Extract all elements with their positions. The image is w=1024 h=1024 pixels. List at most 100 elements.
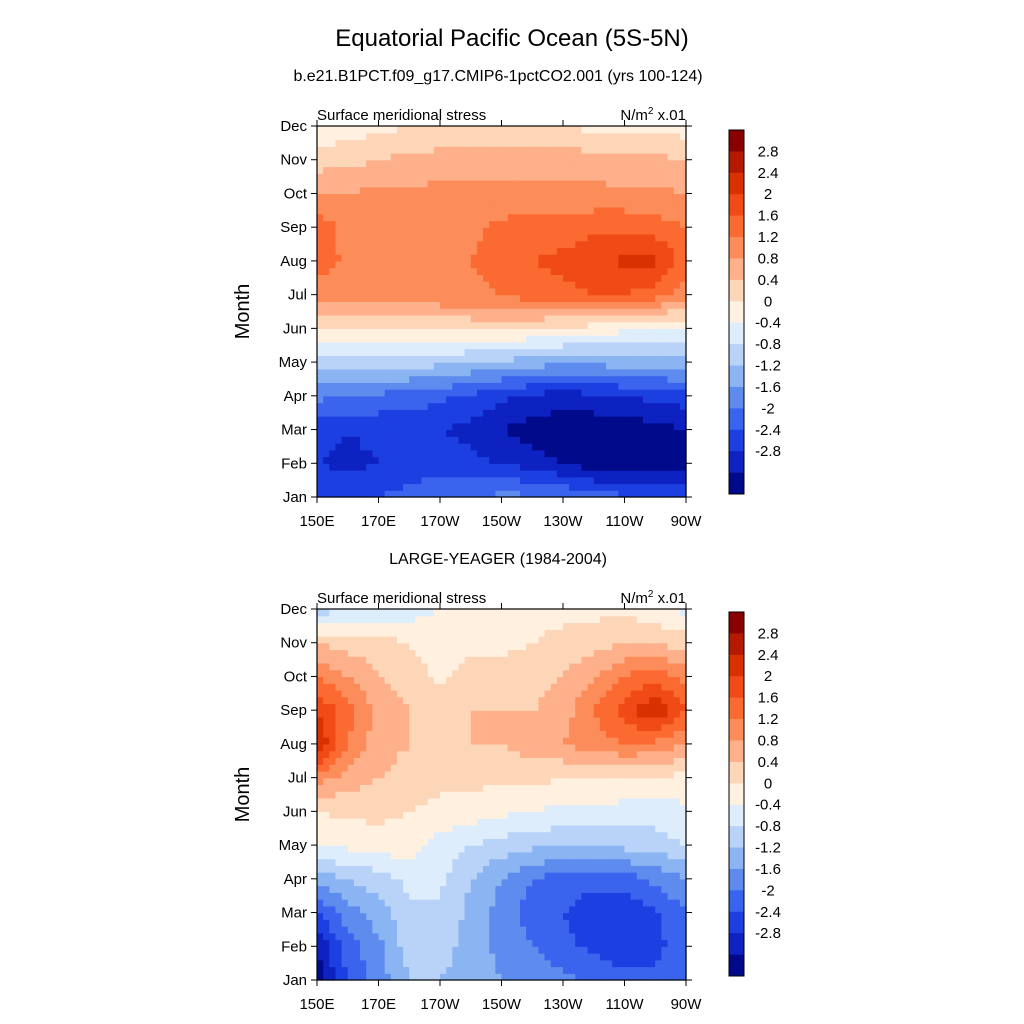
heatmap-cell — [409, 878, 416, 887]
heatmap-cell — [415, 797, 423, 806]
heatmap-cell — [612, 919, 619, 927]
heatmap-cell — [464, 146, 472, 154]
heatmap-cell — [378, 146, 386, 154]
heatmap-cell — [390, 328, 398, 336]
heatmap-cell — [550, 301, 558, 309]
heatmap-cell — [532, 254, 539, 262]
heatmap-cell — [649, 953, 656, 961]
heatmap-cell — [458, 456, 466, 464]
heatmap-cell — [341, 166, 349, 174]
heatmap-cell — [440, 395, 447, 404]
heatmap-cell — [464, 409, 472, 417]
heatmap-cell — [655, 233, 662, 242]
heatmap-cell — [655, 227, 662, 235]
heatmap-cell — [649, 206, 656, 215]
heatmap-cell — [569, 436, 576, 444]
heatmap-cell — [538, 905, 546, 914]
heatmap-cell — [396, 449, 404, 458]
heatmap-cell — [323, 919, 330, 927]
heatmap-cell — [599, 179, 607, 188]
heatmap-cell — [440, 368, 447, 377]
heatmap-cell — [563, 912, 570, 920]
heatmap-cell — [587, 416, 595, 424]
heatmap-cell — [341, 139, 349, 147]
heatmap-cell — [360, 422, 367, 431]
heatmap-cell — [513, 939, 521, 947]
heatmap-cell — [483, 274, 490, 282]
heatmap-cell — [563, 865, 570, 873]
heatmap-cell — [483, 838, 490, 846]
heatmap-cell — [673, 368, 681, 377]
heatmap-cell — [581, 885, 589, 893]
heatmap-cell — [347, 233, 355, 242]
heatmap-cell — [335, 476, 343, 485]
heatmap-cell — [329, 429, 337, 437]
heatmap-cell — [329, 301, 337, 309]
heatmap-cell — [384, 797, 392, 806]
heatmap-cell — [483, 159, 490, 168]
heatmap-cell — [366, 233, 373, 242]
heatmap-cell — [452, 152, 460, 161]
heatmap-cell — [384, 382, 392, 390]
heatmap-cell — [323, 865, 330, 873]
heatmap-cell — [464, 831, 472, 839]
heatmap-cell — [575, 274, 583, 282]
heatmap-cell — [673, 321, 681, 329]
heatmap-cell — [427, 845, 435, 853]
heatmap-cell — [636, 463, 644, 471]
heatmap-cell — [427, 436, 435, 444]
heatmap-cell — [476, 463, 484, 471]
heatmap-cell — [446, 919, 453, 927]
heatmap-cell — [403, 301, 410, 309]
heatmap-cell — [360, 267, 367, 275]
heatmap-cell — [532, 449, 539, 458]
heatmap-cell — [464, 483, 472, 491]
y-tick-label: Sep — [280, 219, 307, 236]
heatmap-cell — [396, 912, 404, 920]
heatmap-cell — [489, 375, 496, 383]
heatmap-cell — [378, 872, 386, 880]
heatmap-cell — [483, 173, 490, 181]
heatmap-cell — [341, 335, 349, 343]
heatmap-cell — [341, 179, 349, 188]
heatmap-cell — [372, 247, 380, 255]
heatmap-cell — [507, 858, 515, 866]
heatmap-cell — [532, 899, 539, 907]
heatmap-cell — [476, 139, 484, 147]
heatmap-cell — [606, 213, 613, 222]
heatmap-cell — [599, 912, 607, 920]
heatmap-cell — [495, 476, 503, 485]
heatmap-cell — [440, 341, 447, 350]
heatmap-cell — [544, 287, 552, 296]
heatmap-cell — [642, 483, 650, 491]
heatmap-cell — [470, 301, 478, 309]
heatmap-cell — [396, 247, 404, 255]
heatmap-cell — [403, 402, 410, 410]
heatmap-cell — [624, 362, 632, 370]
heatmap-cell — [673, 926, 681, 934]
heatmap-cell — [532, 240, 539, 249]
heatmap-cell — [606, 851, 613, 860]
heatmap-cell — [372, 301, 380, 309]
heatmap-cell — [329, 946, 337, 954]
heatmap-cell — [538, 939, 546, 947]
heatmap-cell — [593, 247, 601, 255]
heatmap-cell — [661, 872, 669, 880]
heatmap-cell — [544, 402, 552, 410]
heatmap-cell — [415, 845, 423, 853]
heatmap-cell — [655, 436, 662, 444]
heatmap-cell — [446, 368, 453, 377]
heatmap-cell — [409, 851, 416, 860]
heatmap-cell — [470, 845, 478, 853]
heatmap-cell — [673, 281, 681, 289]
heatmap-cell — [526, 818, 533, 826]
heatmap-cell — [649, 348, 656, 356]
heatmap-cell — [679, 301, 687, 309]
heatmap-cell — [513, 476, 521, 485]
heatmap-cell — [563, 858, 570, 866]
heatmap-cell — [636, 247, 644, 255]
heatmap-cell — [569, 973, 576, 981]
heatmap-cell — [618, 892, 626, 900]
heatmap-cell — [667, 308, 675, 316]
heatmap-cell — [569, 126, 576, 134]
